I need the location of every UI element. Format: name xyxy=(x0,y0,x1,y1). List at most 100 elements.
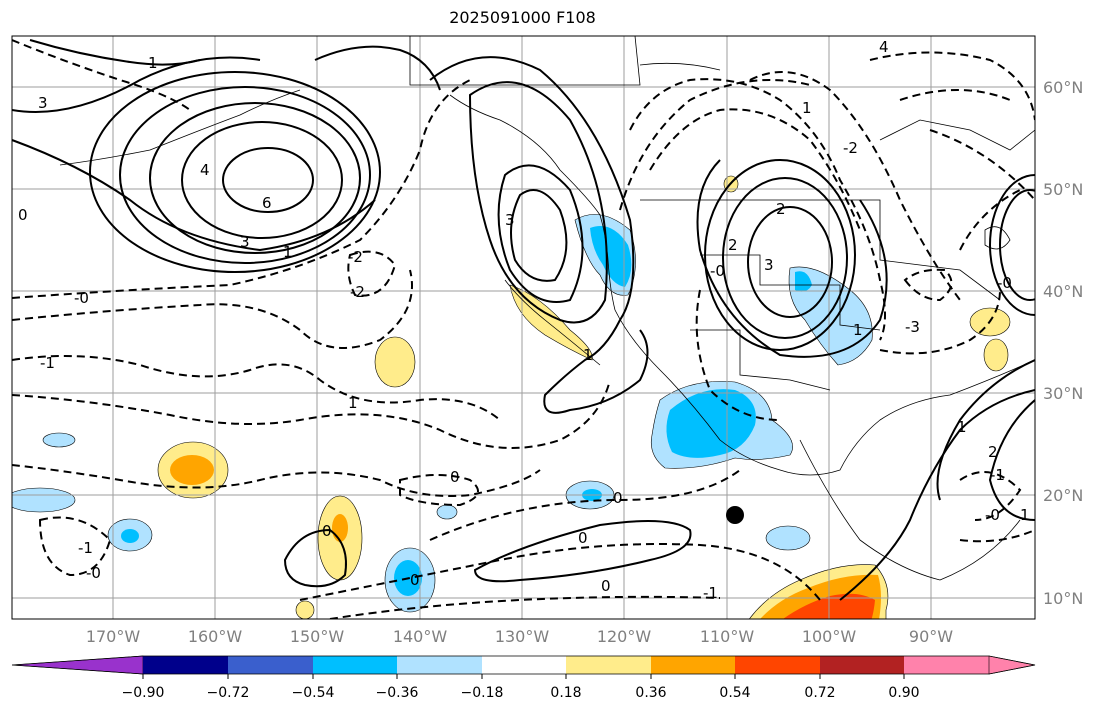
longitude-labels: 170°W 160°W 150°W 140°W 130°W 120°W 110°… xyxy=(86,627,953,646)
lon-label: 90°W xyxy=(909,627,953,646)
lat-label: 20°N xyxy=(1043,486,1083,505)
contour-label: -0 xyxy=(86,564,101,582)
lat-label: 50°N xyxy=(1043,180,1083,199)
contour-label: -1 xyxy=(990,466,1005,484)
contour-label: 4 xyxy=(200,161,210,179)
shade-blue-nw-core xyxy=(590,226,632,287)
plot-title: 2025091000 F108 xyxy=(449,8,596,27)
contour-label: 0 xyxy=(410,571,420,589)
contour-label: 1 xyxy=(1020,506,1030,524)
contour-lines-dashed xyxy=(12,39,1035,619)
shade-blue-west-edge xyxy=(12,487,76,513)
contour-label: -3 xyxy=(905,318,920,336)
contour-label: 6 xyxy=(262,194,272,212)
shade-blue-central xyxy=(788,266,873,366)
shade-blue-sw-core xyxy=(121,529,139,543)
shade-blue-central-core xyxy=(795,271,812,292)
latitude-labels: 60°N 50°N 40°N 30°N 20°N 10°N xyxy=(1043,78,1083,608)
lat-label: 60°N xyxy=(1043,78,1083,97)
colorbar-tick-label: 0.54 xyxy=(719,685,750,701)
contour-label: 0 xyxy=(578,529,588,547)
contour-label: 0 xyxy=(18,206,28,224)
colorbar-cell xyxy=(735,656,820,674)
contour-label: -0 xyxy=(997,274,1012,292)
lat-label: 30°N xyxy=(1043,384,1083,403)
contour-label: 4 xyxy=(879,38,889,56)
colorbar-cell xyxy=(11,655,144,675)
colorbar-tick-label: −0.90 xyxy=(122,685,165,701)
shade-blue-mexico-core xyxy=(666,389,756,458)
shade-yellow-mid xyxy=(374,336,416,388)
colorbar-tick-label: 0.90 xyxy=(888,685,919,701)
contour-label: -2 xyxy=(350,283,365,301)
contour-label: 3 xyxy=(38,94,48,112)
coastlines xyxy=(59,36,1035,581)
colorbar-tick-label: 0.36 xyxy=(635,685,666,701)
lon-label: 170°W xyxy=(86,627,141,646)
colorbar-cell xyxy=(566,656,651,674)
colorbar-cell xyxy=(904,656,989,674)
colorbar-cell xyxy=(988,655,1036,675)
contour-label: -1 xyxy=(703,584,718,602)
shade-yellow-hawaii-core xyxy=(170,455,214,485)
shade-yellow-small xyxy=(295,600,315,619)
lon-label: 130°W xyxy=(495,627,550,646)
shade-blue-hawaii-w xyxy=(42,432,76,448)
colorbar-cell xyxy=(820,656,904,674)
map-area xyxy=(12,36,1035,619)
contour-label: 1 xyxy=(348,394,358,412)
contour-label: 0 xyxy=(322,522,332,540)
contour-label: 0 xyxy=(613,489,623,507)
contour-label: -1 xyxy=(40,354,55,372)
colorbar-tick-label: 0.72 xyxy=(804,685,835,701)
colorbar-tick-label: −0.36 xyxy=(376,685,419,701)
contour-label: 3 xyxy=(240,233,250,251)
lon-label: 110°W xyxy=(700,627,755,646)
contour-label: -0 xyxy=(985,506,1000,524)
lon-label: 140°W xyxy=(393,627,448,646)
colorbar-cell xyxy=(143,656,228,674)
contour-label: 2 xyxy=(728,236,738,254)
contour-label: -0 xyxy=(74,289,89,307)
colorbar-tick-label: −0.72 xyxy=(207,685,250,701)
shade-blue-small xyxy=(436,504,458,520)
lat-label: 40°N xyxy=(1043,282,1083,301)
contour-label: 3 xyxy=(764,256,774,274)
lon-label: 120°W xyxy=(597,627,652,646)
contour-label-group: 1 3 4 6 3 1 0 -0 -2 -2 3 1 -1 1 0 0 0 -1… xyxy=(18,38,1030,602)
contour-label: -2 xyxy=(843,139,858,157)
contour-label: 1 xyxy=(283,243,293,261)
anomaly-shading xyxy=(12,175,1011,619)
contour-label: -2 xyxy=(348,248,363,266)
colorbar-tick-label: −0.18 xyxy=(461,685,504,701)
contour-label: -0 xyxy=(710,262,725,280)
lat-label: 10°N xyxy=(1043,589,1083,608)
colorbar-tick-label: −0.54 xyxy=(292,685,335,701)
contour-label: 0 xyxy=(601,577,611,595)
colorbar-tick-label: 0.18 xyxy=(550,685,581,701)
colorbar-cell xyxy=(397,656,482,674)
contour-label: 2 xyxy=(776,200,786,218)
contour-label: 1 xyxy=(583,346,593,364)
colorbar: −0.90 −0.72 −0.54 −0.36 −0.18 0.18 0.36 … xyxy=(11,655,1036,701)
shade-blue-coast xyxy=(765,525,811,551)
contour-label: 1 xyxy=(853,321,863,339)
contour-label: 0 xyxy=(450,468,460,486)
lon-label: 150°W xyxy=(290,627,345,646)
lon-label: 160°W xyxy=(188,627,243,646)
colorbar-cell xyxy=(482,656,566,674)
contour-label: 1 xyxy=(957,418,967,436)
map-frame xyxy=(11,35,1036,620)
contour-label: -1 xyxy=(78,539,93,557)
lon-label: 100°W xyxy=(802,627,857,646)
shade-yellow-150w-core xyxy=(332,514,348,542)
contour-lines xyxy=(12,39,1035,601)
colorbar-ticks xyxy=(142,674,905,679)
colorbar-cell xyxy=(313,656,397,674)
shade-yellow-east2 xyxy=(983,338,1009,372)
colorbar-cell xyxy=(651,656,735,674)
colorbar-cell xyxy=(228,656,313,674)
contour-label: 1 xyxy=(148,54,158,72)
storm-center-dot xyxy=(726,506,744,524)
